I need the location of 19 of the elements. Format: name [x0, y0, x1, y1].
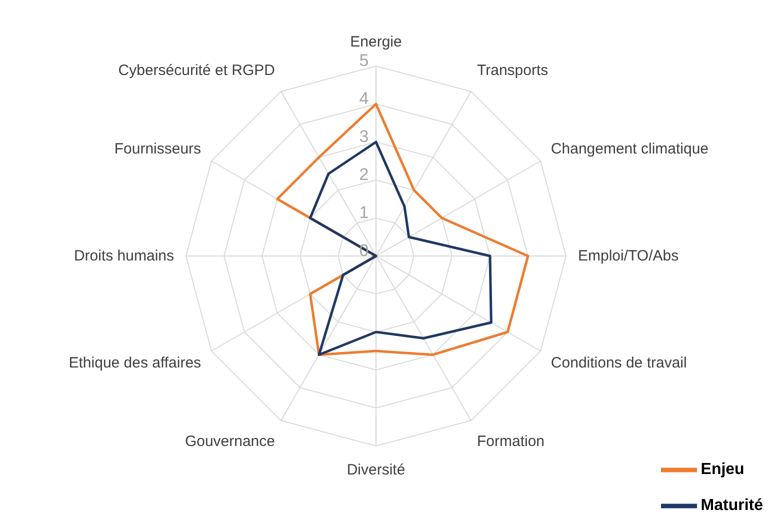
y-tick-label: 5 — [359, 51, 369, 70]
spoke-label: Gouvernance — [184, 432, 275, 450]
spoke-label: Transports — [477, 62, 548, 80]
legend-label: Enjeu — [700, 461, 744, 478]
spoke-label: Conditions de travail — [550, 354, 687, 372]
spoke-label: Energie — [350, 34, 402, 50]
spoke-label: Diversité — [346, 462, 406, 478]
spoke-label: Droits humains — [74, 248, 174, 264]
legend-label: Maturité — [700, 497, 763, 514]
y-tick-label: 4 — [359, 89, 369, 108]
spoke-label: Ethique des affaires — [68, 354, 202, 372]
y-tick-label: 2 — [359, 165, 369, 184]
spoke-label: Formation — [477, 432, 545, 450]
spoke-label: Fournisseurs — [114, 140, 202, 158]
spoke-label: Emploi/TO/Abs — [578, 248, 679, 264]
spoke-label: Changement climatique — [550, 140, 709, 158]
spoke-label: Cybersécurité et RGPD — [118, 62, 276, 80]
y-tick-label: 1 — [359, 203, 369, 222]
y-tick-label: 3 — [359, 127, 369, 146]
